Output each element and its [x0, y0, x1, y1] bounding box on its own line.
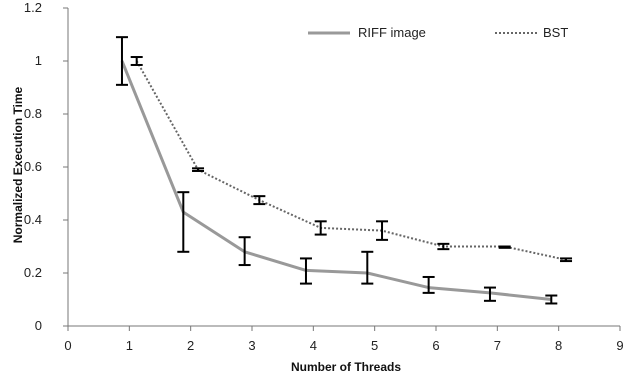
error-bar-riff-image: [422, 275, 435, 294]
error-bar-bst: [253, 195, 266, 206]
error-bar-bst: [130, 56, 143, 66]
y-tick-label: 0.6: [24, 159, 42, 174]
legend-label-bst: BST: [543, 25, 568, 40]
error-bar-bst: [437, 242, 450, 251]
error-bar-bst: [192, 167, 205, 172]
x-tick-label: 6: [432, 338, 439, 353]
x-tick-label: 4: [310, 338, 317, 353]
legend: RIFF image BST: [308, 25, 568, 40]
error-bar-bst: [314, 220, 327, 236]
error-bar-riff-image: [238, 236, 251, 267]
error-bar-bst: [498, 245, 511, 249]
series-line-bst: [135, 60, 567, 261]
y-tick-label: 0: [35, 318, 42, 333]
y-tick-label: 1.2: [24, 0, 42, 15]
series-layer: [120, 60, 567, 301]
axes: [67, 8, 620, 327]
error-bar-riff-image: [115, 36, 128, 86]
error-bar-riff-image: [299, 257, 312, 285]
error-bar-bst: [376, 220, 389, 241]
x-tick-label: 9: [616, 338, 623, 353]
errorbar-layer: [115, 36, 573, 305]
error-bar-bst: [560, 257, 573, 263]
y-axis-title: Normalized Execution Time: [11, 86, 25, 243]
x-axis-title: Number of Threads: [291, 360, 401, 374]
y-tick-label: 0.4: [24, 212, 42, 227]
y-tick-label: 0.8: [24, 106, 42, 121]
x-tick-label: 3: [248, 338, 255, 353]
x-tick-label: 2: [187, 338, 194, 353]
x-tick-label: 0: [64, 338, 71, 353]
error-bar-riff-image: [177, 191, 190, 253]
y-tick-label: 0.2: [24, 265, 42, 280]
error-bar-riff-image: [545, 294, 558, 305]
error-bar-riff-image: [483, 286, 496, 302]
x-tick-label: 5: [371, 338, 378, 353]
error-bar-riff-image: [361, 250, 374, 285]
x-tick-label: 8: [555, 338, 562, 353]
x-tick-label: 7: [494, 338, 501, 353]
y-axis-ticks: 0 0.2 0.4 0.6 0.8 1 1.2: [24, 0, 68, 333]
y-tick-label: 1: [35, 53, 42, 68]
x-tick-label: 1: [126, 338, 133, 353]
series-line-riff-image: [120, 60, 552, 301]
x-axis-ticks: 0 1 2 3 4 5 6 7 8 9: [64, 326, 624, 353]
legend-label-riff-image: RIFF image: [358, 25, 426, 40]
